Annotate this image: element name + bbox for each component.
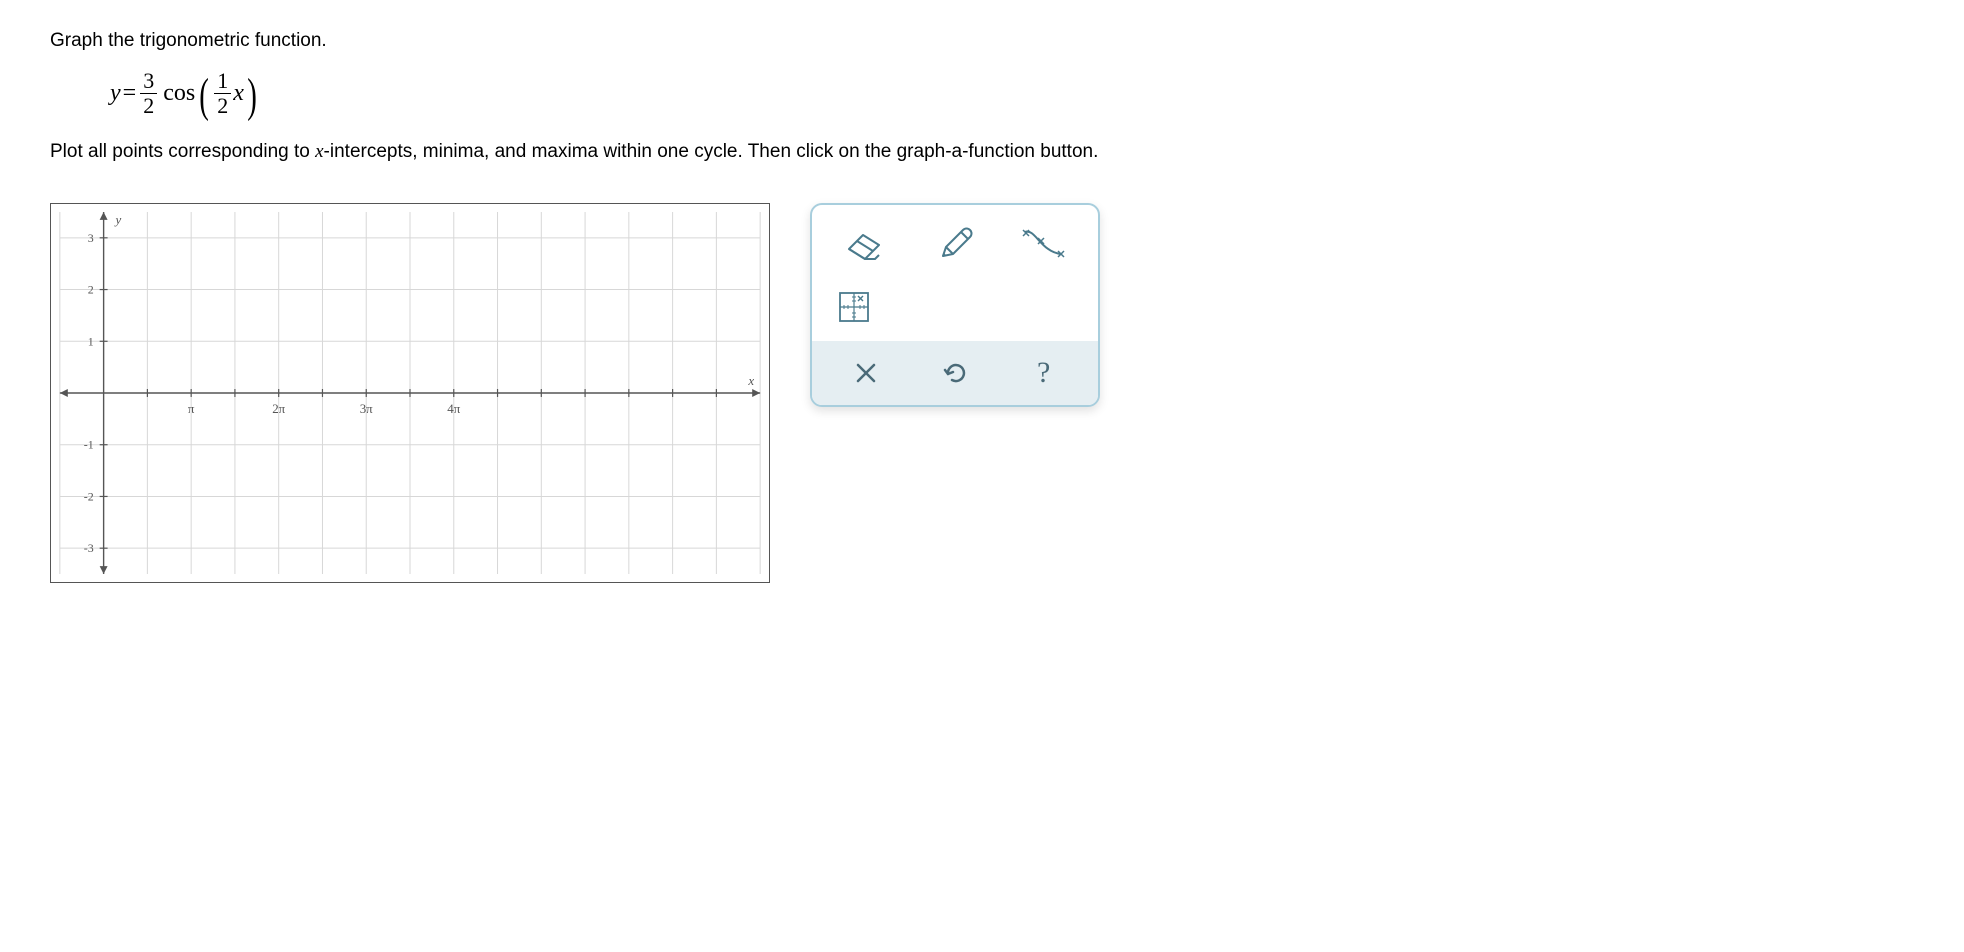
svg-text:y: y xyxy=(114,212,122,227)
undo-button[interactable] xyxy=(935,353,975,393)
svg-text:3π: 3π xyxy=(360,401,373,416)
eq-coef-den: 2 xyxy=(143,94,154,117)
eq-coef-num: 3 xyxy=(140,70,157,94)
instruction-pre: Plot all points corresponding to xyxy=(50,141,315,162)
eq-arg-num: 1 xyxy=(214,70,231,94)
pencil-button[interactable] xyxy=(930,219,980,269)
instruction-text: Plot all points corresponding to x-inter… xyxy=(50,141,1914,163)
svg-text:x: x xyxy=(747,373,754,388)
undo-icon xyxy=(942,360,968,386)
prompt-text: Graph the trigonometric function. xyxy=(50,30,1914,52)
eraser-icon xyxy=(845,227,887,261)
eq-arg-var: x xyxy=(233,80,244,107)
fill-grid-icon xyxy=(836,289,872,325)
instruction-var: x xyxy=(315,141,323,162)
eq-lhs: y xyxy=(110,80,121,107)
eq-coef-frac: 3 2 xyxy=(140,70,157,117)
eq-func: cos xyxy=(163,80,195,107)
clear-button[interactable] xyxy=(846,353,886,393)
svg-text:2π: 2π xyxy=(272,401,285,416)
eq-equals: = xyxy=(123,80,137,107)
svg-text:2: 2 xyxy=(88,283,94,297)
eq-arg-den: 2 xyxy=(217,94,228,117)
tool-row-2 xyxy=(812,283,1098,341)
equation-display: y = 3 2 cos ( 1 2 x ) xyxy=(110,70,1914,117)
graph-function-button[interactable] xyxy=(1019,219,1069,269)
graph-canvas[interactable]: -3-2-1123π2π3π4πyx xyxy=(50,203,770,583)
help-button[interactable]: ? xyxy=(1024,353,1064,393)
clear-icon xyxy=(854,361,878,385)
pencil-icon xyxy=(935,224,975,264)
eraser-button[interactable] xyxy=(841,219,891,269)
svg-text:4π: 4π xyxy=(447,401,460,416)
workspace: -3-2-1123π2π3π4πyx xyxy=(50,203,1914,583)
fill-grid-button[interactable] xyxy=(834,287,874,327)
svg-text:-2: -2 xyxy=(84,489,94,503)
svg-text:1: 1 xyxy=(88,334,94,348)
tool-panel: ? xyxy=(810,203,1100,407)
svg-text:-1: -1 xyxy=(84,438,94,452)
graph-svg: -3-2-1123π2π3π4πyx xyxy=(51,204,769,582)
instruction-post: -intercepts, minima, and maxima within o… xyxy=(324,141,1099,162)
eq-arg-frac: 1 2 xyxy=(214,70,231,117)
svg-text:-3: -3 xyxy=(84,541,94,555)
graph-function-icon xyxy=(1021,224,1067,264)
svg-text:3: 3 xyxy=(88,231,94,245)
svg-text:π: π xyxy=(188,401,195,416)
tool-row-1 xyxy=(812,205,1098,283)
help-icon: ? xyxy=(1037,356,1050,390)
control-row: ? xyxy=(812,341,1098,405)
